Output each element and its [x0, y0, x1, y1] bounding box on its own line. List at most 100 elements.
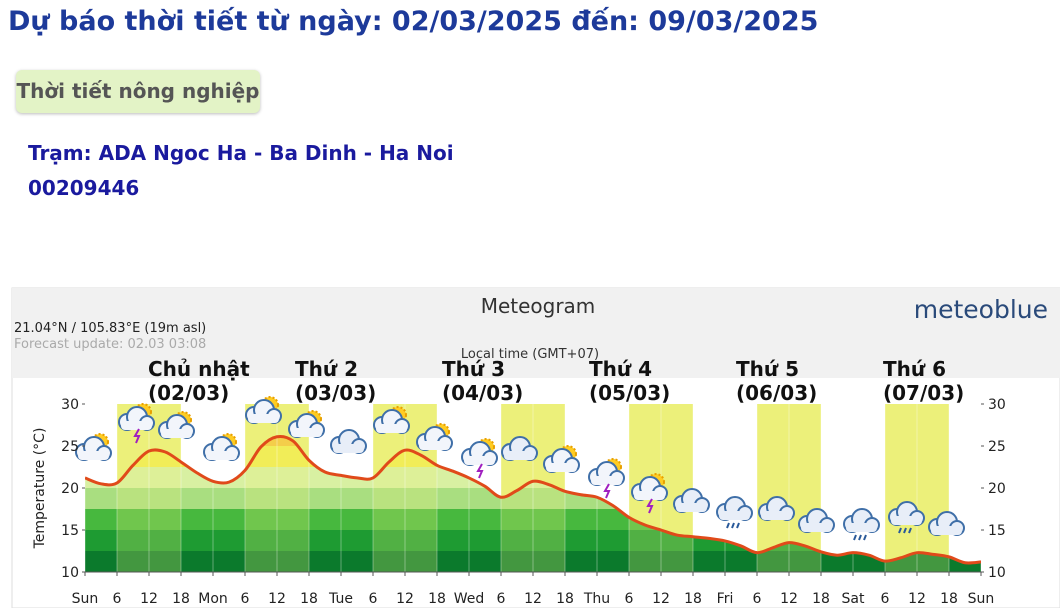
brand: meteoblue [914, 295, 1048, 324]
icon-bolt [476, 463, 484, 479]
x-tick-label: 18 [172, 591, 190, 607]
weather-icon [588, 458, 625, 499]
y2-tick-label: 25 [988, 439, 1006, 455]
x-tick-label: 18 [300, 591, 318, 607]
weather-icon [245, 396, 282, 424]
x-tick-label: 18 [684, 591, 702, 607]
forecast-update: Forecast update: 02.03 03:08 [14, 337, 206, 352]
y2-tick-label: 30 [988, 397, 1006, 413]
day-label: Thứ 6 [883, 357, 946, 381]
day-date: (06/03) [736, 381, 817, 405]
station-code: 00209446 [28, 176, 140, 200]
icon-bolt [133, 428, 141, 444]
x-tick-label: Thu [583, 591, 610, 607]
x-tick-label: 18 [812, 591, 830, 607]
icon-cloud-base [248, 414, 279, 423]
x-tick-label: 12 [524, 591, 542, 607]
y2-tick-label: 20 [988, 481, 1006, 497]
weather-icon [631, 473, 668, 514]
daytime-tint [245, 436, 309, 572]
x-tick-label: 6 [753, 591, 762, 607]
x-tick-label: Sun [968, 591, 995, 607]
day-date: (02/03) [148, 381, 229, 405]
icon-bolt [646, 498, 654, 514]
weather-icon [288, 410, 325, 438]
icon-cloud-base [846, 523, 877, 532]
icon-cloud-base [464, 456, 495, 465]
icon-cloud-base [719, 511, 750, 520]
icon-cloud-base [206, 451, 237, 460]
temperature-band [85, 551, 981, 572]
day-date: (04/03) [442, 381, 523, 405]
x-tick-label: Sun [72, 591, 99, 607]
icon-rain [898, 527, 912, 534]
icon-cloud-base [676, 503, 707, 512]
icon-cloud-base [931, 526, 962, 535]
icon-cloud-base [801, 523, 832, 532]
x-tick-label: 6 [625, 591, 634, 607]
plot-layer [85, 404, 981, 572]
icon-cloud-base [891, 516, 922, 525]
weather-icon [203, 433, 240, 461]
x-tick-label: 18 [940, 591, 958, 607]
y-tick-label: 15 [61, 523, 79, 539]
x-tick-label: 6 [241, 591, 250, 607]
temperature-line [85, 434, 981, 565]
weather-icon [501, 436, 538, 461]
icon-cloud-base [291, 428, 322, 437]
icon-bolt [603, 483, 611, 499]
weather-icon [461, 438, 498, 479]
x-tick-label: 12 [652, 591, 670, 607]
y2-tick-label: 15 [988, 523, 1006, 539]
icon-cloud-base [78, 451, 109, 460]
x-tick-label: Fri [717, 591, 734, 607]
icon-cloud-base [161, 429, 192, 438]
x-tick-label: Tue [328, 591, 353, 607]
x-tick-label: 18 [556, 591, 574, 607]
weather-icon [416, 423, 453, 451]
icon-cloud-base [121, 421, 152, 430]
page-title: Dự báo thời tiết từ ngày: 02/03/2025 đến… [8, 6, 819, 37]
icon-cloud-base [333, 444, 364, 453]
weather-icon [330, 429, 367, 454]
x-tick-label: 18 [428, 591, 446, 607]
day-label: Thứ 2 [295, 357, 358, 381]
weather-icon [716, 496, 753, 529]
weather-icon [888, 501, 925, 534]
x-tick-label: 12 [908, 591, 926, 607]
x-tick-label: 12 [780, 591, 798, 607]
icon-cloud-base [761, 511, 792, 520]
icon-rain [726, 522, 740, 529]
y-tick-label: 30 [61, 397, 79, 413]
x-tick-label: Mon [198, 591, 228, 607]
weather-icon [758, 496, 795, 521]
icon-cloud-base [546, 463, 577, 472]
day-date: (07/03) [883, 381, 964, 405]
icon-cloud-base [419, 441, 450, 450]
icon-cloud-base [376, 424, 407, 433]
x-tick-label: Sat [842, 591, 865, 607]
weather-icon [373, 406, 410, 434]
icon-cloud-base [591, 476, 622, 485]
tab-button[interactable]: Thời tiết nông nghiệp [16, 70, 260, 113]
x-tick-label: Wed [454, 591, 485, 607]
weather-icon [673, 488, 710, 513]
day-date: (05/03) [589, 381, 670, 405]
y-tick-label: 20 [61, 481, 79, 497]
station-name: Trạm: ADA Ngoc Ha - Ba Dinh - Ha Noi [28, 141, 454, 165]
weather-icon [118, 403, 155, 444]
y2-tick-label: 10 [988, 565, 1006, 581]
x-tick-label: 6 [113, 591, 122, 607]
local-time: Local time (GMT+07) [461, 347, 599, 362]
y-tick-label: 10 [61, 565, 79, 581]
meteogram-title: Meteogram [481, 294, 596, 318]
day-label: Thứ 4 [589, 357, 652, 381]
weather-icon [158, 411, 195, 439]
day-label: Thứ 3 [442, 357, 505, 381]
x-tick-label: 12 [268, 591, 286, 607]
day-date: (03/03) [295, 381, 376, 405]
x-tick-label: 12 [396, 591, 414, 607]
day-label: Thứ 5 [736, 357, 799, 381]
icon-cloud-base [634, 491, 665, 500]
